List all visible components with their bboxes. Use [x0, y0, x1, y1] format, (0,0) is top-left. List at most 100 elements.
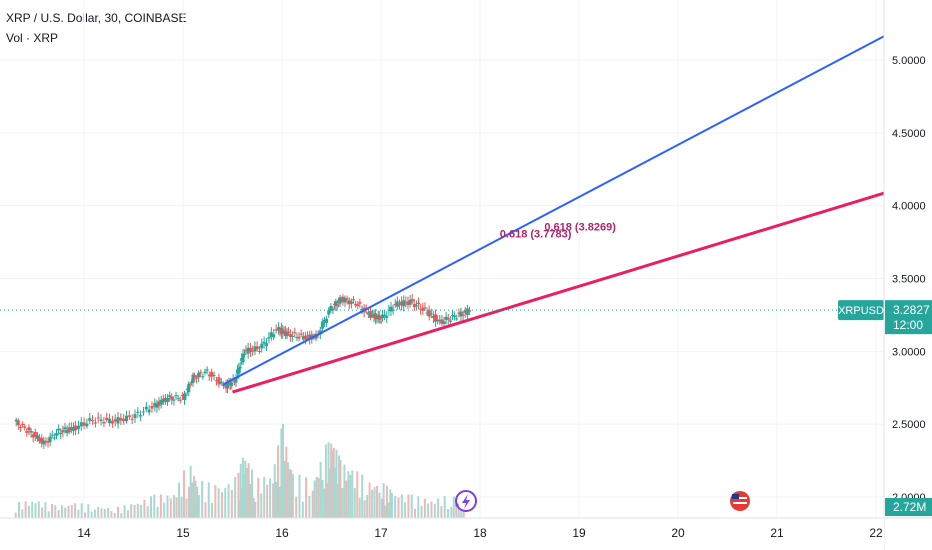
volume-bar: [252, 497, 255, 518]
time-tick-label: 17: [374, 526, 388, 540]
current-price-badge: [885, 300, 932, 335]
volume-bar: [313, 480, 316, 518]
volume-bar: [317, 478, 320, 518]
candle-body: [444, 316, 448, 320]
volume-bar: [311, 490, 314, 518]
candle-body: [373, 313, 377, 320]
volume-bar: [194, 480, 197, 518]
candle-body: [21, 423, 25, 425]
volume-bar: [146, 506, 149, 518]
candle-body: [463, 310, 467, 313]
candle-body: [457, 312, 461, 314]
candle-body: [210, 371, 214, 377]
candle-body: [225, 383, 229, 389]
candle-body: [274, 329, 278, 331]
volume-bar: [339, 459, 342, 518]
volume-bar: [60, 505, 63, 518]
candle-body: [381, 314, 384, 319]
volume-bar: [397, 497, 400, 518]
volume-bar: [153, 494, 156, 518]
volume-bar: [351, 470, 354, 518]
volume-bar: [283, 461, 286, 518]
volume-bar: [57, 510, 60, 518]
volume-bar: [343, 464, 346, 518]
candle-body: [262, 341, 266, 344]
volume-bar: [18, 501, 20, 518]
volume-bar: [433, 503, 436, 518]
candle-body: [102, 421, 106, 424]
candle-body: [251, 350, 255, 352]
volume-bar: [21, 509, 24, 518]
candle-body: [269, 332, 273, 337]
candlestick-series: [14, 294, 471, 450]
volume-bar: [169, 498, 172, 518]
candle-body: [74, 425, 78, 431]
candle-body: [116, 417, 120, 424]
volume-bar: [353, 488, 356, 518]
candle-body: [191, 374, 195, 384]
candle-body: [241, 353, 245, 363]
candle-body: [76, 425, 80, 430]
volume-bar: [166, 495, 169, 518]
chart-legend: XRP / U.S. Dollar, 30, COINBASE Vol · XR…: [6, 8, 187, 48]
candle-body: [360, 308, 364, 310]
volume-bar: [341, 487, 344, 518]
candle-body: [338, 297, 342, 304]
candle-body: [119, 418, 123, 421]
candle-body: [356, 304, 360, 307]
candle-body: [38, 437, 42, 442]
candle-body: [153, 402, 157, 407]
candle-body: [295, 337, 299, 339]
candle-body: [358, 302, 362, 304]
candle-body: [205, 369, 209, 371]
candle-body: [410, 299, 414, 302]
volume-bar: [394, 496, 397, 518]
volume-bar: [275, 482, 278, 518]
volume-bar: [378, 492, 381, 518]
volume-bar: [384, 505, 387, 518]
volume-bar: [67, 505, 70, 518]
candle-body: [299, 333, 303, 335]
volume-bar: [260, 493, 263, 518]
volume-bar: [204, 502, 207, 518]
candle-body: [272, 334, 276, 338]
us-flag-event-icon: [730, 491, 750, 511]
candle-body: [421, 307, 425, 311]
volume-bar: [187, 486, 190, 518]
volume-bar: [77, 509, 80, 518]
volume-bar: [227, 484, 230, 518]
candle-body: [260, 343, 264, 349]
volume-bar: [103, 508, 106, 518]
volume-bar: [385, 485, 388, 518]
volume-bar: [323, 488, 326, 518]
volume-bar: [277, 445, 280, 518]
candle-body: [55, 433, 59, 436]
trendline-pink: [232, 191, 887, 394]
candle-body: [238, 366, 242, 369]
volume-bar: [263, 477, 266, 518]
candle-body: [35, 435, 39, 439]
candle-body: [63, 427, 67, 430]
volume-bar: [240, 488, 243, 518]
candle-body: [207, 374, 211, 377]
volume-bar: [400, 494, 403, 518]
candle-body: [88, 418, 92, 421]
volume-bar: [440, 506, 443, 518]
symbol-title: XRP / U.S. Dollar, 30, COINBASE: [6, 11, 187, 25]
volume-bar: [126, 510, 129, 518]
volume-bar: [290, 469, 293, 518]
volume-bar: [278, 486, 281, 518]
volume-bar: [191, 482, 194, 518]
volume-bar: [159, 494, 162, 518]
volume-bar: [427, 503, 430, 518]
candle-body: [306, 335, 310, 337]
volume-bar: [315, 476, 318, 518]
candle-body: [31, 434, 35, 438]
volume-bar: [196, 486, 199, 518]
candle-body: [368, 311, 372, 318]
volume-bar: [266, 484, 269, 518]
volume-bar: [410, 494, 413, 518]
candle-body: [203, 371, 207, 374]
volume-bar: [37, 501, 40, 518]
